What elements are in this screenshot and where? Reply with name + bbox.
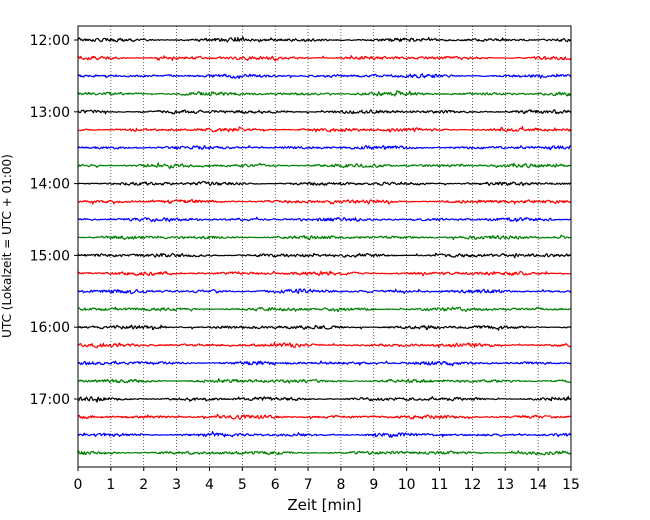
x-tick-label: 8 <box>336 477 345 493</box>
trace-1715 <box>77 413 572 420</box>
plot-frame <box>77 25 572 468</box>
trace-1200 <box>77 36 572 43</box>
trace-1645 <box>77 378 572 384</box>
x-tick-label: 10 <box>398 477 416 493</box>
y-tick-label: 15:00 <box>30 248 70 264</box>
trace-1430 <box>77 216 572 223</box>
trace-1330 <box>77 145 572 151</box>
x-tick-label: 5 <box>238 477 247 493</box>
trace-1730 <box>77 431 572 438</box>
trace-1515 <box>77 270 572 277</box>
trace-1445 <box>77 234 572 241</box>
y-tick-label: 13:00 <box>30 105 70 121</box>
trace-1615 <box>77 341 572 349</box>
trace-1545 <box>77 306 572 313</box>
x-axis: 0 1 2 3 4 5 6 7 8 9 10 11 12 13 14 15 <box>74 467 580 493</box>
trace-1345 <box>77 162 572 170</box>
x-tick-label: 3 <box>172 477 181 493</box>
x-axis-label: Zeit [min] <box>287 496 361 514</box>
x-tick-label: 2 <box>139 477 148 493</box>
trace-1400 <box>77 180 572 187</box>
x-tick-label: 7 <box>304 477 313 493</box>
grid-lines <box>110 26 539 467</box>
trace-1530 <box>77 288 572 295</box>
x-tick-label: 13 <box>496 477 514 493</box>
trace-1600 <box>77 324 572 331</box>
trace-1745 <box>77 450 572 456</box>
trace-1245 <box>77 90 572 97</box>
y-tick-label: 16:00 <box>30 320 70 336</box>
x-tick-label: 11 <box>431 477 449 493</box>
trace-1215 <box>77 55 572 62</box>
trace-1630 <box>77 360 572 367</box>
x-tick-label: 1 <box>106 477 115 493</box>
x-tick-label: 9 <box>369 477 378 493</box>
trace-1415 <box>77 198 572 205</box>
trace-1700 <box>77 395 572 403</box>
traces <box>77 36 572 456</box>
x-tick-label: 12 <box>463 477 481 493</box>
y-tick-label: 14:00 <box>30 177 70 193</box>
trace-1300 <box>77 109 571 115</box>
trace-1230 <box>77 73 572 79</box>
y-tick-label: 12:00 <box>30 33 70 49</box>
x-tick-label: 14 <box>529 477 547 493</box>
trace-1500 <box>77 252 572 259</box>
x-tick-label: 4 <box>205 477 214 493</box>
x-tick-label: 15 <box>562 477 580 493</box>
y-tick-label: 17:00 <box>30 392 70 408</box>
x-tick-label: 6 <box>271 477 280 493</box>
trace-1315 <box>77 125 572 133</box>
y-axis-label: UTC (Lokalzeit = UTC + 01:00) <box>0 154 14 338</box>
y-axis: 12:00 13:00 14:00 15:00 16:00 17:00 <box>30 33 78 408</box>
x-tick-label: 0 <box>74 477 83 493</box>
